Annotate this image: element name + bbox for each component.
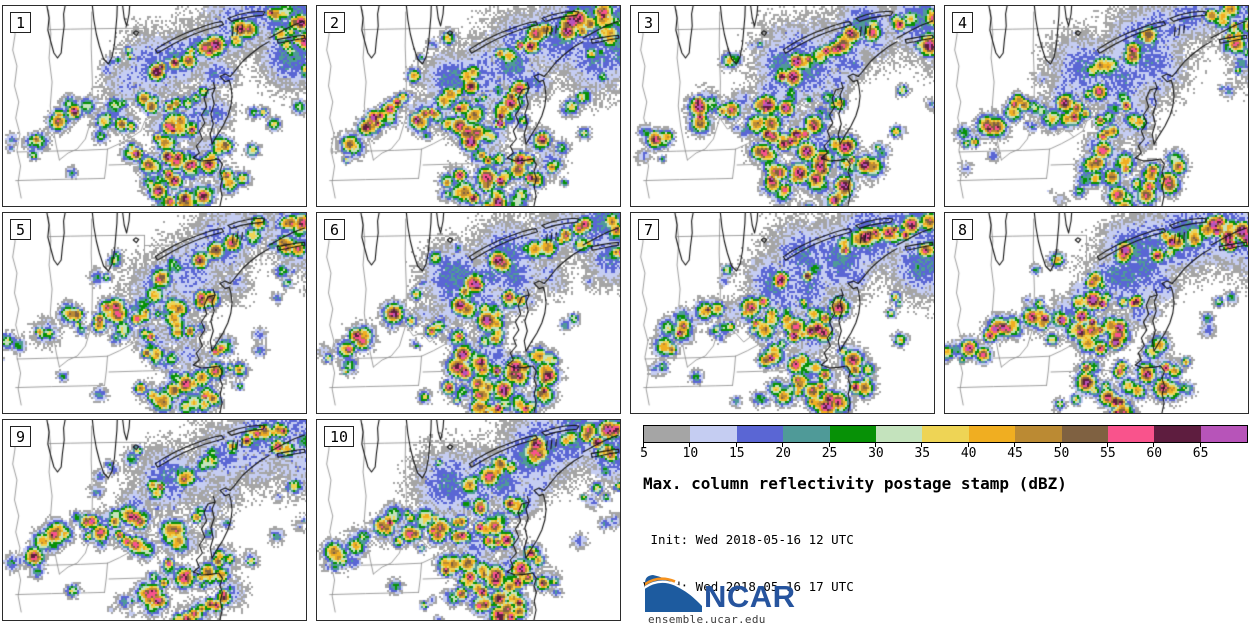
ncar-logo-row: NCAR [645, 572, 796, 612]
colorbar-tickmark [828, 443, 830, 447]
member-panel-2: 2 [316, 5, 621, 207]
colorbar-tickmark [689, 443, 691, 447]
member-panel-3: 3 [630, 5, 935, 207]
reflectivity-colorbar [643, 425, 1248, 443]
member-panel-9: 9 [2, 419, 307, 621]
colorbar-tickmark [1060, 443, 1062, 447]
colorbar-tick-label: 15 [728, 446, 745, 461]
colorbar-segment [1200, 426, 1248, 442]
colorbar-segment [783, 426, 830, 442]
radar-map-canvas-4 [945, 6, 1248, 206]
member-number-badge: 3 [638, 12, 660, 33]
radar-map-canvas-7 [631, 213, 934, 413]
member-number-badge: 10 [324, 426, 355, 447]
colorbar-tickmark [1014, 443, 1016, 447]
colorbar-segment [1107, 426, 1155, 442]
radar-map-canvas-1 [3, 6, 306, 206]
member-panel-1: 1 [2, 5, 307, 207]
colorbar-tickmark [782, 443, 784, 447]
colorbar-tickmark [735, 443, 737, 447]
colorbar-tick-label: 65 [1192, 446, 1209, 461]
member-panel-6: 6 [316, 212, 621, 414]
member-number-badge: 4 [952, 12, 974, 33]
colorbar-tick-label: 55 [1100, 446, 1116, 461]
colorbar-tickmark [643, 443, 644, 447]
colorbar-segment [736, 426, 784, 442]
colorbar-tickmark [1199, 443, 1201, 447]
colorbar-tick-label: 20 [775, 446, 791, 461]
colorbar-tick-row: 5 10 15 20 25 30 35 40 45 50 55 60 65 [640, 443, 1253, 463]
radar-map-canvas-9 [3, 420, 306, 620]
colorbar-tick-label: 45 [1007, 446, 1023, 461]
member-number-badge: 7 [638, 219, 660, 240]
colorbar-tick-label: 30 [868, 446, 884, 461]
colorbar-tick-label: 50 [1053, 446, 1070, 461]
ncar-branding-block: NCAR ensemble.ucar.edu [645, 572, 796, 626]
colorbar-segment [1154, 426, 1201, 442]
colorbar-tick-label: 40 [960, 446, 977, 461]
ncar-logo-text: NCAR [704, 579, 796, 614]
member-number-badge: 8 [952, 219, 974, 240]
colorbar-segment [829, 426, 876, 442]
member-number-badge: 9 [10, 426, 32, 447]
radar-map-canvas-5 [3, 213, 306, 413]
member-number-badge: 2 [324, 12, 346, 33]
ensemble-url-text: ensemble.ucar.edu [648, 613, 766, 626]
colorbar-tickmark [1153, 443, 1155, 447]
colorbar-segment [1015, 426, 1062, 442]
member-panel-7: 7 [630, 212, 935, 414]
init-time-line: Init: Wed 2018-05-16 12 UTC [643, 532, 854, 547]
radar-map-canvas-8 [945, 213, 1248, 413]
colorbar-segment [644, 426, 691, 442]
colorbar-tick-label: 35 [914, 446, 931, 461]
radar-map-canvas-10 [317, 420, 620, 620]
colorbar-tickmark [1106, 443, 1108, 447]
colorbar-segment [968, 426, 1016, 442]
radar-map-canvas-6 [317, 213, 620, 413]
colorbar-segment [690, 426, 737, 442]
colorbar-tickmark [874, 443, 876, 447]
colorbar-tickmark [921, 443, 923, 447]
colorbar-tick-label: 5 [640, 446, 648, 461]
member-panel-8: 8 [944, 212, 1249, 414]
colorbar-segment [875, 426, 923, 442]
radar-map-canvas-2 [317, 6, 620, 206]
member-number-badge: 5 [10, 219, 32, 240]
ncar-logo-swoosh-icon [645, 575, 702, 612]
member-panel-4: 4 [944, 5, 1249, 207]
member-number-badge: 6 [324, 219, 346, 240]
radar-map-canvas-3 [631, 6, 934, 206]
member-panel-5: 5 [2, 212, 307, 414]
colorbar-tick-label: 10 [682, 446, 699, 461]
member-panel-10: 10 [316, 419, 621, 621]
colorbar-tick-label: 60 [1146, 446, 1163, 461]
figure-title: Max. column reflectivity postage stamp (… [643, 474, 1067, 493]
colorbar-segment [922, 426, 969, 442]
colorbar-tick-label: 25 [821, 446, 838, 461]
colorbar-tickmark [967, 443, 969, 447]
member-number-badge: 1 [10, 12, 32, 33]
colorbar-segment [1061, 426, 1108, 442]
